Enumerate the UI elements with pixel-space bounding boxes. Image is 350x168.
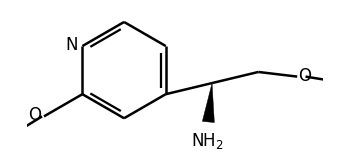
- Text: O: O: [298, 67, 311, 85]
- Text: N: N: [65, 36, 78, 54]
- Text: NH$_2$: NH$_2$: [191, 131, 224, 151]
- Text: O: O: [28, 107, 41, 124]
- Polygon shape: [202, 83, 214, 122]
